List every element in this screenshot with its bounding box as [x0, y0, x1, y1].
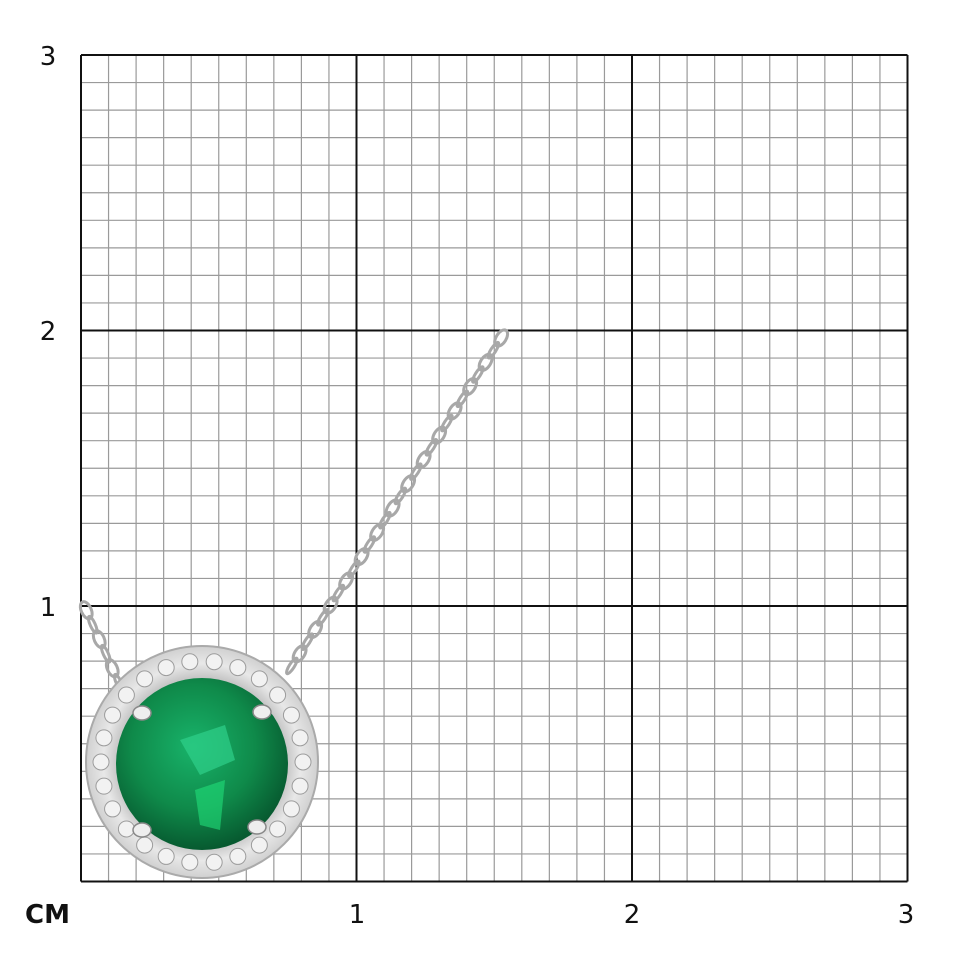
halo-diamond	[282, 800, 300, 818]
x-tick-label: 3	[898, 900, 915, 930]
halo-diamond	[104, 706, 122, 724]
x-tick-label: 1	[349, 900, 366, 930]
chain-link	[300, 632, 315, 651]
chain-link	[353, 547, 370, 567]
halo-diamond	[205, 653, 223, 671]
chain-link	[462, 377, 479, 397]
halo-diamond	[229, 847, 247, 865]
halo-diamond	[229, 659, 247, 677]
chain-link	[369, 522, 386, 542]
chain-link	[455, 389, 470, 409]
halo-diamond	[117, 686, 135, 704]
emerald-facet	[180, 725, 235, 775]
halo-diamond	[269, 686, 287, 704]
chain-link	[347, 559, 361, 579]
halo-diamond	[205, 853, 223, 871]
halo-diamond	[95, 777, 113, 795]
chain-link	[322, 595, 339, 615]
halo-diamonds	[92, 653, 312, 871]
chain-link	[477, 352, 494, 372]
chain	[78, 328, 510, 693]
halo-diamond	[181, 853, 199, 871]
chain-link	[493, 328, 510, 348]
grid-lines	[80, 54, 909, 883]
y-tick-label: 2	[40, 317, 57, 347]
halo-diamond	[181, 653, 199, 671]
chain-link	[424, 438, 439, 457]
y-tick-label: 1	[40, 593, 57, 623]
x-tick-label: 2	[624, 900, 641, 930]
chain-link	[446, 401, 463, 421]
halo-diamond	[157, 847, 175, 865]
halo-diamond	[250, 670, 268, 688]
chain-link	[285, 656, 299, 676]
chain-link	[99, 643, 112, 664]
chain-link	[331, 583, 346, 603]
chain-link	[91, 629, 107, 650]
chain-link	[78, 600, 94, 621]
chain-link	[393, 486, 408, 506]
chain-link	[440, 413, 454, 433]
chain-link	[362, 535, 377, 554]
halo-diamond	[104, 800, 122, 818]
chain-link	[291, 644, 308, 664]
chain-link	[86, 614, 99, 635]
halo-diamond	[136, 670, 154, 688]
y-tick-label: 3	[40, 42, 57, 72]
halo-diamond	[95, 729, 113, 747]
chain-link	[431, 425, 448, 445]
halo-diamond	[157, 659, 175, 677]
chain-link	[486, 340, 501, 360]
chain-link	[471, 365, 485, 384]
halo-diamond	[250, 836, 268, 854]
halo-diamond	[294, 753, 312, 771]
halo-diamond	[291, 777, 309, 795]
halo-diamond	[136, 836, 154, 854]
chain-link	[415, 449, 432, 470]
chain-link	[104, 658, 120, 679]
halo-diamond	[291, 729, 309, 747]
halo-diamond	[92, 753, 110, 771]
chain-link	[338, 571, 355, 591]
halo-diamond	[269, 820, 287, 838]
prongs	[132, 704, 272, 838]
unit-label: CM	[25, 900, 70, 930]
chain-link	[316, 608, 330, 627]
halo-diamond	[282, 706, 300, 724]
chain-link	[409, 462, 423, 481]
emerald-facet	[195, 780, 225, 830]
chain-link	[384, 498, 401, 518]
chain-link	[378, 510, 392, 530]
pendant-image	[78, 328, 510, 879]
chain-link	[307, 619, 324, 640]
chain-link	[400, 474, 417, 494]
halo-diamond	[117, 820, 135, 838]
